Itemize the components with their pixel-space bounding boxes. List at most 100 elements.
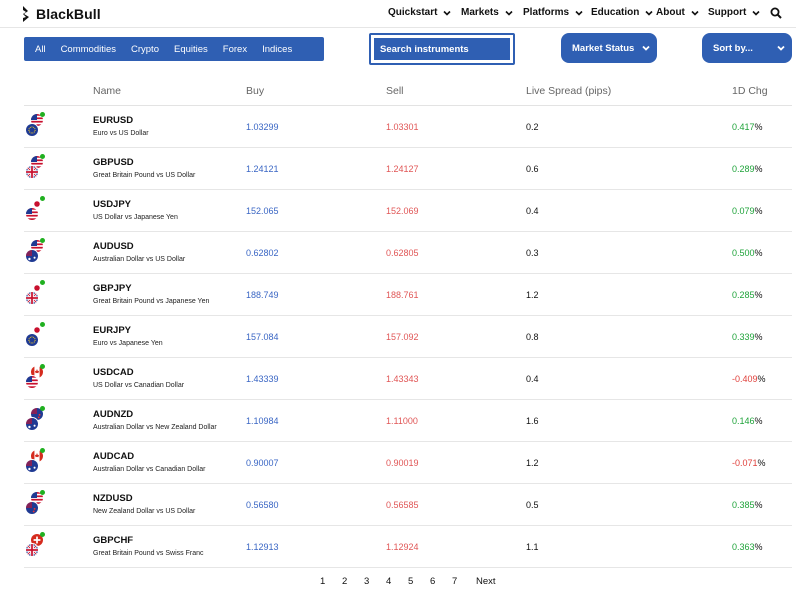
nav-label: About: [656, 7, 685, 18]
instrument-symbol[interactable]: EURJPY: [93, 325, 132, 336]
instrument-symbol[interactable]: USDCAD: [93, 367, 134, 378]
table-row[interactable]: GBPUSD Great Britain Pound vs US Dollar 1.…: [24, 148, 792, 190]
live-spread: 1.6: [526, 416, 539, 426]
page-link-1[interactable]: 1: [320, 576, 326, 587]
currency-pair-flags: [25, 196, 47, 223]
percent-sign: %: [757, 374, 766, 384]
au-flag-icon: [25, 417, 39, 431]
instruments-table: Name Buy Sell Live Spread (pips) 1D Chg …: [24, 80, 792, 568]
percent-sign: %: [754, 122, 763, 132]
sell-price: 1.24127: [386, 164, 419, 174]
next-page-link[interactable]: Next: [476, 576, 496, 587]
header-name[interactable]: Name: [93, 85, 122, 97]
instrument-symbol[interactable]: NZDUSD: [93, 493, 133, 504]
table-row[interactable]: EURJPY Euro vs Japanese Yen 157.084 157.092…: [24, 316, 792, 358]
table-row[interactable]: USDCAD US Dollar vs Canadian Dollar 1.4333…: [24, 358, 792, 400]
live-spread: 0.6: [526, 164, 539, 174]
search-icon[interactable]: [770, 7, 782, 19]
sell-price: 0.90019: [386, 458, 419, 468]
daily-change: 0.285%: [732, 290, 763, 300]
instrument-symbol[interactable]: USDJPY: [93, 199, 132, 210]
uk-flag-icon: [25, 291, 39, 305]
buy-price: 0.90007: [246, 458, 279, 468]
currency-pair-flags: [25, 448, 47, 475]
daily-change: 0.417%: [732, 122, 763, 132]
table-row[interactable]: AUDUSD Australian Dollar vs US Dollar 0.62…: [24, 232, 792, 274]
market-open-dot: [40, 490, 45, 495]
daily-change: 0.385%: [732, 500, 763, 510]
nav-markets[interactable]: Markets: [461, 7, 523, 18]
chevron-down-icon: [645, 10, 653, 16]
tab-all[interactable]: All: [35, 43, 46, 55]
instrument-symbol[interactable]: GBPJPY: [93, 283, 132, 294]
nav-support[interactable]: Support: [708, 7, 768, 18]
blackbull-logo[interactable]: BlackBull: [22, 4, 101, 24]
percent-sign: %: [754, 332, 763, 342]
header-spread[interactable]: Live Spread (pips): [526, 85, 612, 97]
table-row[interactable]: NZDUSD New Zealand Dollar vs US Dollar 0.5…: [24, 484, 792, 526]
tab-equities[interactable]: Equities: [173, 43, 208, 55]
market-status-label: Market Status: [572, 42, 635, 54]
daily-change-value: -0.071: [732, 458, 758, 468]
header-sell[interactable]: Sell: [386, 85, 404, 97]
instrument-symbol[interactable]: GBPUSD: [93, 157, 134, 168]
instrument-symbol[interactable]: EURUSD: [93, 115, 134, 126]
chevron-down-icon: [505, 10, 513, 16]
table-row[interactable]: EURUSD Euro vs US Dollar 1.03299 1.03301 0.2…: [24, 106, 792, 148]
buy-price: 188.749: [246, 290, 279, 300]
tab-forex[interactable]: Forex: [222, 43, 248, 55]
table-row[interactable]: GBPCHF Great Britain Pound vs Swiss Franc…: [24, 526, 792, 568]
currency-pair-flags: [25, 112, 47, 139]
instrument-description: Euro vs US Dollar: [93, 130, 149, 137]
instrument-description: Australian Dollar vs New Zealand Dollar: [93, 424, 217, 431]
live-spread: 0.2: [526, 122, 539, 132]
tab-indices[interactable]: Indices: [262, 43, 293, 55]
daily-change: -0.071%: [732, 458, 766, 468]
page-link-2[interactable]: 2: [342, 576, 348, 587]
tab-crypto[interactable]: Crypto: [131, 43, 159, 55]
live-spread: 0.8: [526, 332, 539, 342]
nav-quickstart[interactable]: Quickstart: [388, 7, 461, 18]
daily-change-value: 0.289: [732, 164, 755, 174]
market-open-dot: [40, 238, 45, 243]
market-status-dropdown[interactable]: Market Status: [561, 33, 657, 63]
chevron-down-icon: [777, 45, 785, 51]
search-input[interactable]: [374, 38, 510, 60]
nz-flag-icon: [25, 501, 39, 515]
buy-price: 157.084: [246, 332, 279, 342]
nav-education[interactable]: Education: [591, 7, 656, 18]
header-buy[interactable]: Buy: [246, 85, 265, 97]
nav-platforms[interactable]: Platforms: [523, 7, 591, 18]
tab-commodities[interactable]: Commodities: [60, 43, 116, 55]
market-open-dot: [40, 280, 45, 285]
instrument-symbol[interactable]: AUDNZD: [93, 409, 134, 420]
table-row[interactable]: AUDCAD Australian Dollar vs Canadian Doll…: [24, 442, 792, 484]
page-link-3[interactable]: 3: [364, 576, 370, 587]
sort-by-dropdown[interactable]: Sort by...: [702, 33, 792, 63]
currency-pair-flags: [25, 490, 47, 517]
market-open-dot: [40, 406, 45, 411]
daily-change: 0.339%: [732, 332, 763, 342]
instrument-symbol[interactable]: AUDUSD: [93, 241, 134, 252]
instrument-symbol[interactable]: GBPCHF: [93, 535, 134, 546]
sell-price: 152.069: [386, 206, 419, 216]
sell-price: 1.12924: [386, 542, 419, 552]
nav-about[interactable]: About: [656, 7, 708, 18]
instrument-symbol[interactable]: AUDCAD: [93, 451, 135, 462]
live-spread: 1.2: [526, 290, 539, 300]
page-link-5[interactable]: 5: [408, 576, 414, 587]
percent-sign: %: [754, 290, 763, 300]
page-link-7[interactable]: 7: [452, 576, 458, 587]
nav-label: Platforms: [523, 7, 570, 18]
table-row[interactable]: GBPJPY Great Britain Pound vs Japanese Ye…: [24, 274, 792, 316]
page-link-6[interactable]: 6: [430, 576, 436, 587]
buy-price: 1.03299: [246, 122, 279, 132]
instrument-description: Australian Dollar vs Canadian Dollar: [93, 466, 206, 473]
page-link-4[interactable]: 4: [386, 576, 392, 587]
main-nav: Quickstart Markets Platforms Education About…: [388, 7, 768, 18]
sell-price: 1.43343: [386, 374, 419, 384]
au-flag-icon: [25, 459, 39, 473]
table-row[interactable]: AUDNZD Australian Dollar vs New Zealand D…: [24, 400, 792, 442]
table-row[interactable]: USDJPY US Dollar vs Japanese Yen 152.065 15…: [24, 190, 792, 232]
header-change[interactable]: 1D Chg: [732, 85, 768, 97]
